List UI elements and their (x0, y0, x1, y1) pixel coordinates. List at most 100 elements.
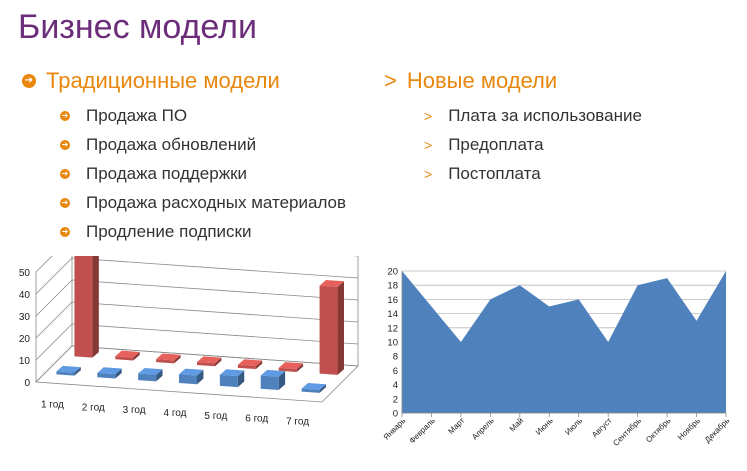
bar-side (337, 281, 344, 375)
new-models-heading-text: Новые модели (406, 68, 558, 93)
list-item: > Плата за использование (424, 101, 642, 130)
chart-floor (35, 345, 359, 403)
bar (179, 374, 197, 385)
y-tick-label: 14 (387, 309, 398, 320)
traditional-list: ➔ Продажа ПО ➔ Продажа обновлений ➔ Продажа… (60, 101, 346, 246)
bar-top (156, 353, 181, 361)
x-tick-label: 2 год (82, 402, 105, 413)
x-tick-label: Июнь (534, 416, 555, 437)
x-tick-label: 4 год (164, 408, 187, 419)
bar-side (197, 369, 204, 385)
arrow-circle-icon: ➔ (60, 168, 70, 179)
y-tick-label: 2 (393, 394, 398, 405)
bar-side (278, 371, 286, 390)
list-item: ➔ Продажа обновлений (60, 130, 346, 159)
bar (115, 356, 134, 361)
chevron-right-icon: > (424, 165, 433, 182)
gridline (71, 257, 359, 279)
x-tick-label: Январь (382, 416, 408, 442)
y-tick-label: 0 (24, 378, 30, 389)
slide-title: Бизнес модели (18, 8, 258, 46)
bar-top (301, 382, 326, 390)
bar-side (174, 354, 181, 364)
bar (138, 373, 157, 382)
x-tick-label: 7 год (286, 417, 309, 428)
y-tick-label: 10 (19, 356, 31, 367)
bar-side (115, 368, 122, 379)
arrow-circle-icon: ➔ (60, 139, 70, 150)
list-item-label: Продажа расходных материалов (86, 192, 347, 212)
x-tick-label: Июль (563, 416, 584, 437)
list-item-label: Постоплата (448, 163, 541, 183)
traditional-heading: ➔ Традиционные модели (22, 68, 280, 94)
new-models-list: > Плата за использование > Предоплата > Пос… (424, 101, 642, 188)
list-item-label: Продажа поддержки (86, 163, 248, 183)
list-item: ➔ Продажа поддержки (60, 159, 346, 188)
bar-top (278, 362, 304, 369)
y-tick-label: 30 (19, 312, 31, 323)
x-tick-label: Октябрь (644, 416, 672, 444)
bar-top (56, 365, 81, 373)
bar-side (237, 370, 245, 388)
area-series (402, 271, 726, 413)
arrow-circle-icon: ➔ (60, 226, 70, 237)
bar (260, 375, 279, 390)
x-tick-label: Сентябрь (611, 416, 643, 448)
x-tick-label: 1 год (41, 399, 64, 410)
bar-side (92, 256, 99, 358)
y-tick-label: 40 (19, 290, 31, 301)
list-item-label: Плата за использование (448, 105, 642, 125)
bar-top (97, 367, 122, 375)
list-item: ➔ Продление подписки (60, 217, 346, 246)
y-tick-label: 10 (387, 338, 398, 349)
chevron-right-icon: > (424, 136, 433, 153)
y-tick-label: 6 (393, 366, 398, 377)
bar-side (133, 351, 140, 361)
bar (156, 359, 175, 364)
y-tick-label: 50 (19, 268, 31, 279)
y-tick-label: 20 (19, 334, 31, 345)
x-tick-label: Декабрь (703, 416, 731, 444)
area-chart: 0 2 4 6 8 10 12 14 16 18 20 Январь Февраль Март Апрель… (382, 267, 732, 448)
bar-side (156, 369, 163, 382)
x-tick-label: Апрель (470, 416, 496, 442)
new-models-heading: > Новые модели (384, 68, 557, 94)
y-tick-label: 18 (387, 281, 398, 292)
y-tick-label: 16 (387, 295, 398, 306)
bar-top (219, 369, 245, 377)
chevron-right-icon: > (384, 68, 397, 93)
y-tick-label: 0 (393, 409, 398, 420)
y-tick-label: 8 (393, 352, 398, 363)
list-item: > Предоплата (424, 130, 642, 159)
arrow-circle-icon: ➔ (60, 197, 70, 208)
bar (97, 372, 116, 379)
bar-top (319, 279, 344, 287)
bar-top (260, 369, 286, 377)
x-tick-label: Май (508, 416, 525, 433)
gridline (35, 323, 73, 361)
bar-side (296, 363, 304, 372)
gridline (35, 279, 73, 317)
list-item-label: Продажа обновлений (86, 134, 257, 154)
gridline (71, 323, 359, 345)
bar (56, 371, 75, 376)
bar (301, 388, 320, 393)
bar (237, 364, 256, 370)
list-item: > Постоплата (424, 159, 642, 188)
bar-chart-3d: 0 10 20 30 40 50 1 год 2 год 3 год 4 год 5 год 6 го… (19, 256, 359, 428)
list-item-label: Предоплата (448, 134, 544, 154)
list-item: ➔ Продажа расходных материалов (60, 188, 346, 217)
bar (219, 374, 238, 388)
bar (197, 362, 215, 367)
bar-top (115, 350, 140, 358)
x-tick-label: Февраль (408, 416, 437, 445)
chevron-right-icon: > (424, 107, 433, 124)
y-tick-label: 4 (393, 380, 398, 391)
x-tick-label: Ноябрь (676, 416, 702, 442)
bar (278, 367, 297, 372)
bar-side (74, 367, 81, 376)
traditional-heading-text: Традиционные модели (46, 68, 280, 93)
bar-side (319, 384, 326, 393)
arrow-circle-icon: ➔ (22, 74, 36, 88)
bar-top (237, 359, 263, 367)
